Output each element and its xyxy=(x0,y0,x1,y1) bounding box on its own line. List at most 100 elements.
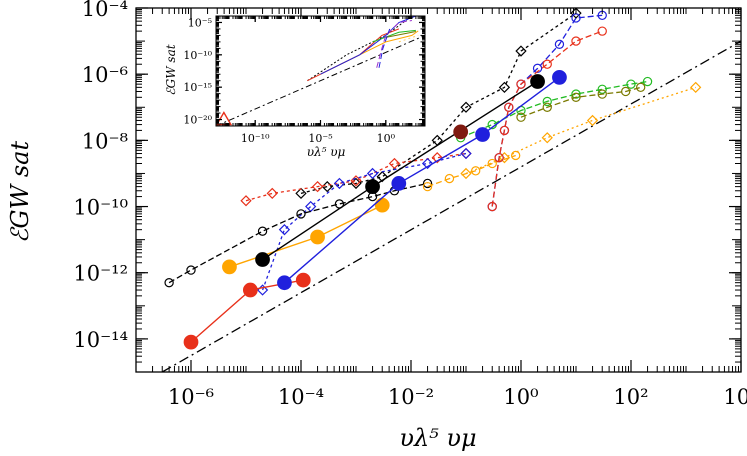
main-x-tick-label: 10⁰ xyxy=(503,385,538,409)
series-2-point xyxy=(311,180,324,193)
reference-line xyxy=(161,40,741,372)
series-13-point xyxy=(365,179,380,194)
series-14-point xyxy=(552,70,567,85)
inset-data xyxy=(216,16,425,126)
series-13 xyxy=(255,74,545,267)
series-4 xyxy=(460,81,702,180)
main-x-tick-label: 10⁻⁴ xyxy=(278,385,324,409)
series-5-point xyxy=(296,209,306,219)
series-14-point xyxy=(391,176,407,191)
series-3-point xyxy=(333,177,346,190)
inset-curve-4 xyxy=(320,16,417,75)
series-7-point xyxy=(642,76,653,87)
main-y-tick-label: 10⁻⁴ xyxy=(82,0,128,21)
inset-curve-8 xyxy=(378,28,391,68)
inset-x-tick-label: 10⁻⁵ xyxy=(308,132,332,145)
series-4-point xyxy=(541,132,553,144)
main-y-tick-label: 10⁻⁶ xyxy=(82,63,128,87)
series-8-point xyxy=(571,92,581,102)
main-x-tick-label: 10⁴ xyxy=(723,385,747,409)
series-12-point xyxy=(310,229,325,245)
main-plot-x-axis-label: υλ⁵ υμ xyxy=(399,424,476,452)
series-11-point xyxy=(242,282,258,298)
series-1-point xyxy=(376,171,388,183)
series-4-point xyxy=(498,152,511,164)
series-10-point xyxy=(571,36,581,46)
series-14-point xyxy=(475,127,490,142)
main-y-tick-label: 10⁻¹⁰ xyxy=(73,196,128,220)
series-7-point xyxy=(626,79,636,89)
series-14 xyxy=(277,70,567,291)
series-10-point xyxy=(516,79,526,89)
series-15-point xyxy=(453,124,469,140)
series-5-point xyxy=(186,265,196,275)
series-6-line xyxy=(427,154,516,188)
series-3 xyxy=(256,147,472,296)
series-8 xyxy=(516,82,646,122)
series-8-point xyxy=(516,112,526,122)
series-13-point xyxy=(255,252,270,267)
series-3-point xyxy=(278,224,291,236)
main-x-tick-label: 10⁻⁶ xyxy=(168,385,214,409)
series-10-point xyxy=(487,201,497,212)
inset-y-tick-label: 10⁻²⁰ xyxy=(183,114,212,127)
inset-y-axis-label: ℰGW sat xyxy=(164,44,178,95)
series-2-point xyxy=(431,152,443,164)
series-5-point xyxy=(257,226,268,236)
inset-curve-6 xyxy=(385,31,416,38)
series-11-point xyxy=(295,272,311,288)
inset-curve-5 xyxy=(372,29,416,43)
series-2-point xyxy=(266,187,278,200)
plot-frame xyxy=(135,7,742,373)
series-3-point xyxy=(421,157,434,170)
inset-y-tick-label: 10⁻¹⁵ xyxy=(183,81,212,94)
inset-curve-7 xyxy=(376,20,412,68)
main-x-tick-label: 10⁻² xyxy=(388,385,434,409)
inset-curve-9 xyxy=(398,34,419,43)
main-ticks xyxy=(135,7,742,373)
series-2-point xyxy=(388,157,401,170)
main-y-tick-label: 10⁻¹⁴ xyxy=(73,328,128,352)
main-x-tick-label: 10² xyxy=(613,385,648,409)
series-10-point xyxy=(494,152,504,163)
series-7-line xyxy=(460,80,648,139)
inset-y-tick-label: 10⁻¹⁰ xyxy=(183,49,212,62)
inset-frame xyxy=(215,15,426,127)
series-1-point xyxy=(498,81,511,93)
series-8-point xyxy=(620,86,631,97)
series-14-line xyxy=(283,76,560,284)
series-10-point xyxy=(504,102,514,112)
series-4-point xyxy=(460,167,472,180)
inset-x-tick-label: 10⁻¹⁰ xyxy=(241,132,270,145)
series-15 xyxy=(453,124,469,140)
series-7-point xyxy=(597,84,607,94)
inset-y-tick-label: 10⁻⁵ xyxy=(188,16,212,29)
series-5-point xyxy=(164,278,174,288)
series-10-point xyxy=(542,59,552,69)
main-data xyxy=(161,8,741,372)
series-2-point xyxy=(240,195,252,207)
series-6 xyxy=(422,150,521,192)
series-6-point xyxy=(471,166,481,176)
series-5-line xyxy=(168,182,428,284)
series-6-point xyxy=(510,150,521,161)
series-12-point xyxy=(374,197,390,213)
series-5-point xyxy=(422,178,433,189)
main-y-tick-label: 10⁻⁸ xyxy=(82,129,128,153)
series-9-point xyxy=(554,39,565,49)
series-12-point xyxy=(222,259,237,275)
series-7-point xyxy=(571,89,581,99)
inset-x-tick-label: 10⁰ xyxy=(377,132,396,145)
series-4-point xyxy=(690,81,702,93)
inset-x-axis-label: υλ⁵ υμ xyxy=(307,145,346,159)
series-11-point xyxy=(183,334,199,350)
series-7-point xyxy=(542,96,552,107)
main-plot-y-axis-label: ℰGW sat xyxy=(6,141,34,244)
series-6-point xyxy=(422,181,433,192)
inset-reference-line xyxy=(216,34,425,126)
series-1-point xyxy=(515,45,527,57)
series-1-point xyxy=(570,8,582,19)
series-8-point xyxy=(636,82,646,93)
